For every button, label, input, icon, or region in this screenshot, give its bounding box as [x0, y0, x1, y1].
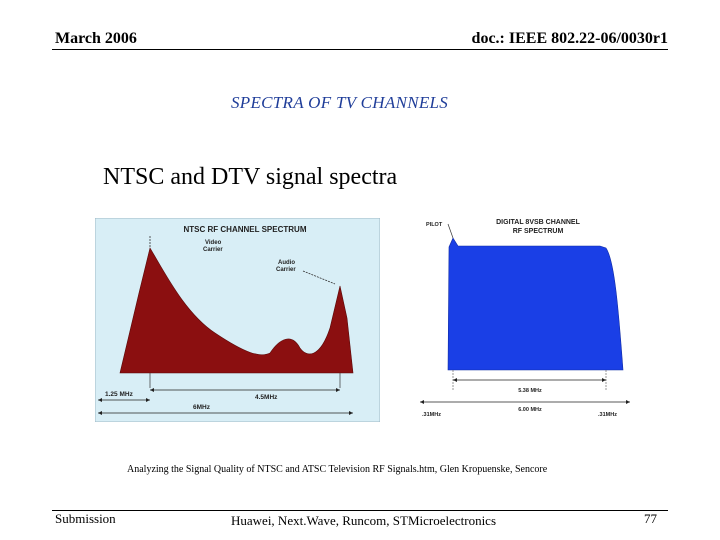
header-rule — [52, 49, 668, 50]
dtv-dim-6mhz: 6.00 MHz — [518, 407, 542, 413]
ntsc-title: NTSC RF CHANNEL SPECTRUM — [184, 225, 307, 234]
footer-authors: Huawei, Next.Wave, Runcom, STMicroelectr… — [231, 513, 497, 528]
video-carrier-label: Video Carrier — [203, 240, 223, 253]
dtv-title-line-2: RF SPECTRUM — [513, 228, 564, 235]
slide-heading: NTSC and DTV signal spectra — [103, 164, 398, 190]
dtv-spectrum-shape — [447, 237, 624, 371]
footer-submission: Submission — [55, 511, 116, 526]
dtv-edge-right: .31MHz — [598, 412, 617, 418]
dtv-edge-left: .31MHz — [422, 412, 441, 418]
header-date: March 2006 — [55, 30, 137, 47]
footer-page-number: 77 — [644, 511, 657, 526]
ntsc-dim-4-5mhz: 4.5MHz — [255, 394, 278, 401]
ntsc-dim-1-25mhz: 1.25 MHz — [105, 391, 134, 398]
audio-carrier-label: Audio Carrier — [276, 260, 296, 273]
dtv-dim-5-38mhz: 5.38 MHz — [518, 388, 542, 394]
dtv-spectrum-figure: PILOT DIGITAL 8VSB CHANNEL RF SPECTRUM 5… — [420, 219, 630, 418]
figure-source-caption: Analyzing the Signal Quality of NTSC and… — [127, 464, 548, 475]
header-doc-id: doc.: IEEE 802.22-06/0030r1 — [471, 30, 668, 47]
ntsc-spectrum-figure: NTSC RF CHANNEL SPECTRUM Video Carrier Au… — [95, 218, 380, 422]
footer-rule — [52, 510, 668, 511]
ntsc-spectrum-shape — [119, 247, 354, 374]
audio-carrier-pointer — [302, 270, 336, 285]
pilot-label: PILOT — [426, 222, 443, 228]
dtv-title-line-1: DIGITAL 8VSB CHANNEL — [496, 219, 580, 226]
slide-subtitle: SPECTRA OF TV CHANNELS — [231, 93, 449, 112]
ntsc-dim-6mhz: 6MHz — [193, 404, 211, 411]
pilot-pointer — [447, 223, 454, 239]
